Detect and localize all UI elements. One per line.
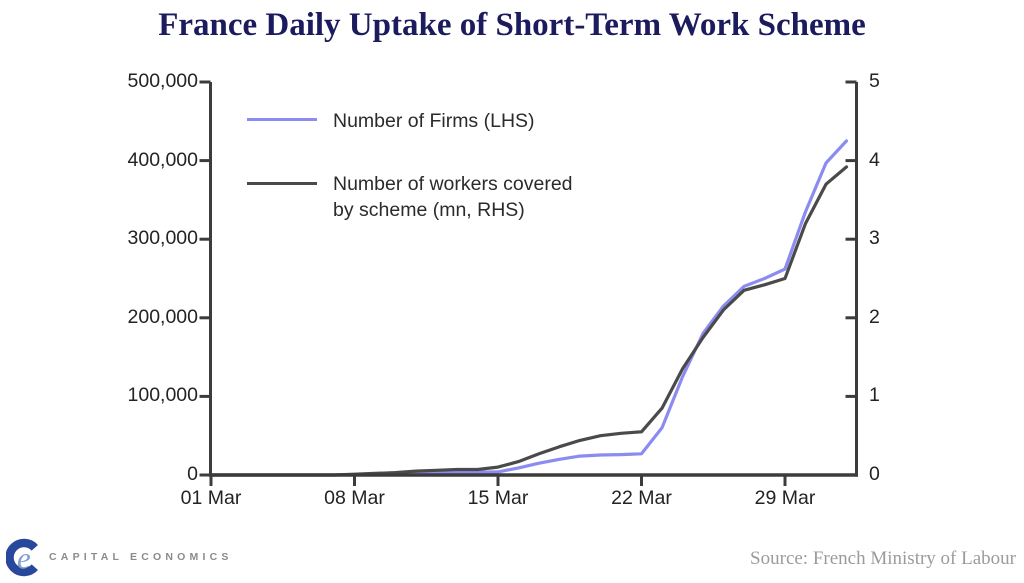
right-axis-tick-label: 1 <box>869 384 880 407</box>
right-axis-tick-label: 5 <box>869 70 880 92</box>
workers-line-swatch <box>247 182 317 186</box>
legend-label-workers: Number of workers covered by scheme (mn,… <box>333 171 573 223</box>
legend-item-workers: Number of workers covered by scheme (mn,… <box>247 171 573 223</box>
legend-label-firms: Number of Firms (LHS) <box>333 110 535 132</box>
legend-label-workers-line2: by scheme (mn, RHS) <box>333 199 525 221</box>
right-axis-tick-label: 2 <box>869 305 880 328</box>
left-axis-tick-label: 100,000 <box>127 384 199 407</box>
x-axis-tick-label: 29 Mar <box>754 487 816 509</box>
left-axis-tick-label: 400,000 <box>127 148 199 171</box>
right-axis-tick-label: 3 <box>869 227 880 250</box>
x-axis-tick-label: 08 Mar <box>324 487 385 509</box>
legend-item-firms: Number of Firms (LHS) <box>247 108 535 134</box>
x-axis-tick-label: 15 Mar <box>467 487 529 509</box>
x-axis-tick-label: 22 Mar <box>611 487 672 509</box>
logo-c-icon <box>5 538 38 577</box>
chart-title: France Daily Uptake of Short-Term Work S… <box>158 7 866 43</box>
logo-mark: e <box>5 538 38 577</box>
x-axis-tick-label: 01 Mar <box>180 487 242 509</box>
left-axis-tick-label: 0 <box>187 463 198 485</box>
left-axis-tick-label: 200,000 <box>127 305 199 328</box>
logo-e-icon: e <box>17 541 31 576</box>
capital-economics-logo-text: CAPITAL ECONOMICS <box>49 551 233 563</box>
left-axis-tick-label: 500,000 <box>127 70 199 92</box>
firms-line-swatch <box>247 118 317 122</box>
left-axis-tick-label: 300,000 <box>127 227 199 250</box>
legend-label-workers-line1: Number of workers covered <box>333 173 573 195</box>
source-note: Source: French Ministry of Labour <box>750 548 1016 569</box>
right-axis-tick-label: 0 <box>869 463 880 485</box>
right-axis-tick-label: 4 <box>869 148 880 171</box>
capital-economics-logo: e <box>5 533 246 583</box>
